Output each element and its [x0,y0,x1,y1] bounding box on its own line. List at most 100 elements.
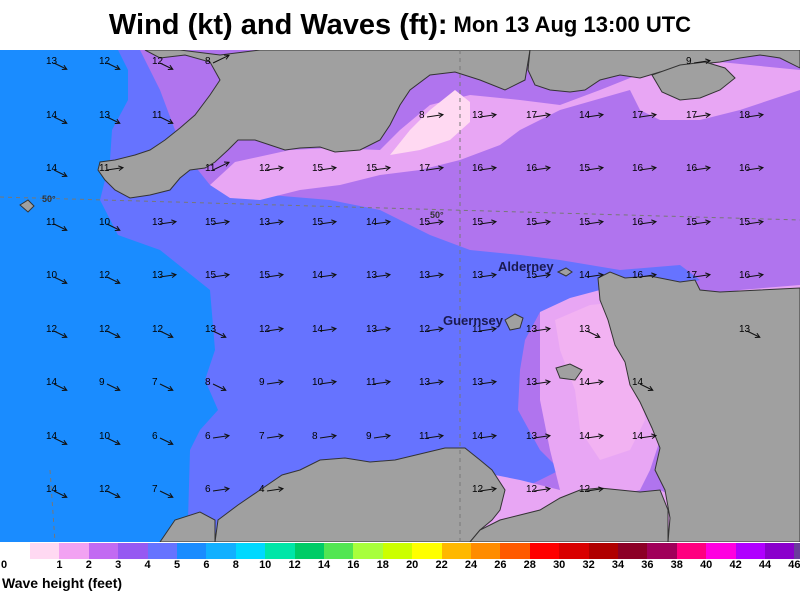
legend-label: 18 [376,559,389,571]
legend-swatch [676,543,707,559]
wind-arrow [746,330,761,338]
wind-arrow [212,221,230,225]
wind-arrow [53,330,68,338]
wind-speed-label: 7 [259,431,265,442]
wind-arrow [426,114,444,118]
title-main: Wind (kt) and Waves (ft): [108,8,448,41]
wind-arrow [426,274,444,278]
wind-arrow [212,435,230,439]
wind-arrow-head [220,385,227,391]
wind-speed-label: 14 [312,324,324,335]
wind-arrow [373,435,391,439]
wind-arrow-head [651,272,658,279]
land-brittany-east [469,487,669,542]
land-scilly [19,199,35,213]
wind-arrow-head [705,272,712,279]
wind-arrow-head [491,433,498,440]
wind-arrow [479,488,497,492]
wind-speed-label: 9 [686,56,692,67]
legend-swatch [735,543,766,559]
wind-arrow [106,330,121,338]
wind-speed-label: 4 [259,484,265,495]
wind-arrow-head [438,112,445,119]
wind-arrow [266,488,284,492]
wind-arrow-head [114,118,121,124]
wind-arrow-head [705,219,712,226]
wind-arrow [106,116,121,124]
legend-label: 32 [582,559,595,571]
wind-arrow [266,435,284,439]
wind-speed-label: 12 [99,270,111,281]
wind-arrow [533,274,551,278]
wind-arrow-head [220,332,227,338]
wind-speed-label: 12 [526,484,538,495]
wind-arrow [693,114,711,118]
wind-arrow [586,167,604,171]
wind-arrow-head [278,219,285,226]
wind-arrow [533,328,551,332]
legend-label: 8 [232,559,239,571]
wind-speed-label: 17 [526,110,538,121]
wind-speed-label: 10 [99,431,111,442]
legend-swatch [324,543,354,559]
wind-arrow [266,381,284,385]
wind-speed-label: 13 [526,324,538,335]
legend-label: 42 [729,559,742,571]
wind-arrow-head [705,58,712,65]
wind-arrow [426,221,444,225]
wind-arrow-head [491,165,498,172]
wind-arrow-head [171,272,178,279]
wind-arrow [53,169,68,177]
wind-speed-label: 15 [312,217,324,228]
wind-arrow-head [758,165,765,172]
wind-arrow-head [331,433,338,440]
wind-arrow-head [491,486,498,493]
wind-arrow-head [545,272,552,279]
legend-swatch [471,543,501,559]
wind-arrow [159,490,174,498]
wind-speed-label: 16 [472,163,484,174]
legend-label: 36 [641,559,654,571]
wind-speed-label: 14 [579,110,591,121]
wind-speed-label: 13 [99,110,111,121]
legend-label: 2 [85,559,92,571]
wind-arrow [212,330,227,338]
legend-swatch [30,543,60,559]
legend-label: 38 [670,559,683,571]
wind-arrow [639,114,657,118]
wind-arrow [266,274,284,278]
legend-swatch [88,543,119,559]
wind-speed-label: 14 [46,163,58,174]
wind-speed-label: 14 [632,431,644,442]
wind-arrow-head [491,379,498,386]
wind-speed-label: 15 [579,217,591,228]
legend-swatch [382,543,413,559]
wind-arrow-head [331,326,338,333]
legend-swatch [294,543,325,559]
wind-speed-label: 13 [46,56,58,67]
wind-arrow-head [114,278,121,284]
legend-label: 16 [347,559,360,571]
wind-arrow [533,114,551,118]
wind-speed-label: 14 [472,431,484,442]
wind-speed-label: 9 [259,377,265,388]
wind-arrow [586,221,604,225]
wind-speed-label: 15 [312,163,324,174]
wind-arrow [746,167,764,171]
wind-arrow-head [278,379,285,386]
wind-speed-label: 14 [46,377,58,388]
legend-swatch [500,543,531,559]
wind-arrow-head [438,272,445,279]
wind-speed-label: 16 [739,270,751,281]
wind-speed-label: 11 [472,324,483,335]
legend-swatch [59,543,90,559]
wind-arrow-head [224,272,231,279]
wind-arrow [693,167,711,171]
wind-arrow-head [598,272,605,279]
title-time: Mon 13 Aug 13:00 UTC [453,12,692,37]
wind-arrow-head [491,326,498,333]
legend-swatch [559,543,590,559]
wind-arrow [159,221,177,225]
wind-arrow-head [545,219,552,226]
wind-speed-label: 13 [419,377,431,388]
